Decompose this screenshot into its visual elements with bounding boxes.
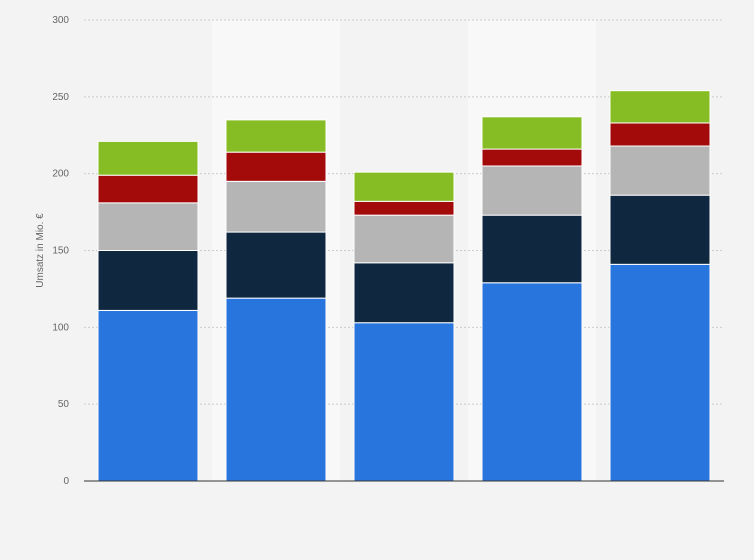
bar-segment[interactable] — [97, 202, 199, 251]
bar-segment[interactable] — [481, 116, 583, 150]
y-tick-label: 300 — [52, 15, 69, 26]
bar-segment[interactable] — [481, 165, 583, 216]
y-tick-label: 250 — [52, 92, 69, 103]
bar-segment[interactable] — [353, 262, 455, 324]
bar-segment[interactable] — [97, 250, 199, 311]
bar-segment[interactable] — [97, 174, 199, 204]
bar-segment[interactable] — [609, 194, 711, 265]
bar-segment[interactable] — [609, 263, 711, 482]
bar-segment[interactable] — [353, 214, 455, 264]
bar-segment[interactable] — [97, 140, 199, 176]
bar-segment[interactable] — [353, 171, 455, 202]
bar-segment[interactable] — [609, 122, 711, 147]
bar-segment[interactable] — [225, 231, 327, 299]
y-tick-label: 100 — [52, 322, 69, 333]
bar-segment[interactable] — [353, 200, 455, 216]
bar-segment[interactable] — [481, 282, 583, 482]
y-axis-title: Umsatz in Mio. € — [35, 213, 46, 288]
bar-segment[interactable] — [225, 180, 327, 233]
y-tick-label: 150 — [52, 246, 69, 257]
y-tick-label: 50 — [58, 399, 70, 410]
bars — [97, 90, 711, 482]
bar-segment[interactable] — [353, 322, 455, 482]
bar-segment[interactable] — [225, 297, 327, 482]
bar-segment[interactable] — [225, 119, 327, 153]
bar-segment[interactable] — [481, 148, 583, 167]
y-tick-label: 200 — [52, 169, 69, 180]
bar-segment[interactable] — [609, 90, 711, 124]
y-tick-labels: 0 50 100 150 200 250 300 — [52, 15, 69, 487]
bar-segment[interactable] — [481, 214, 583, 284]
bar-segment[interactable] — [97, 309, 199, 482]
bar-segment[interactable] — [609, 145, 711, 196]
bar-segment[interactable] — [225, 151, 327, 182]
y-tick-label: 0 — [63, 476, 69, 487]
